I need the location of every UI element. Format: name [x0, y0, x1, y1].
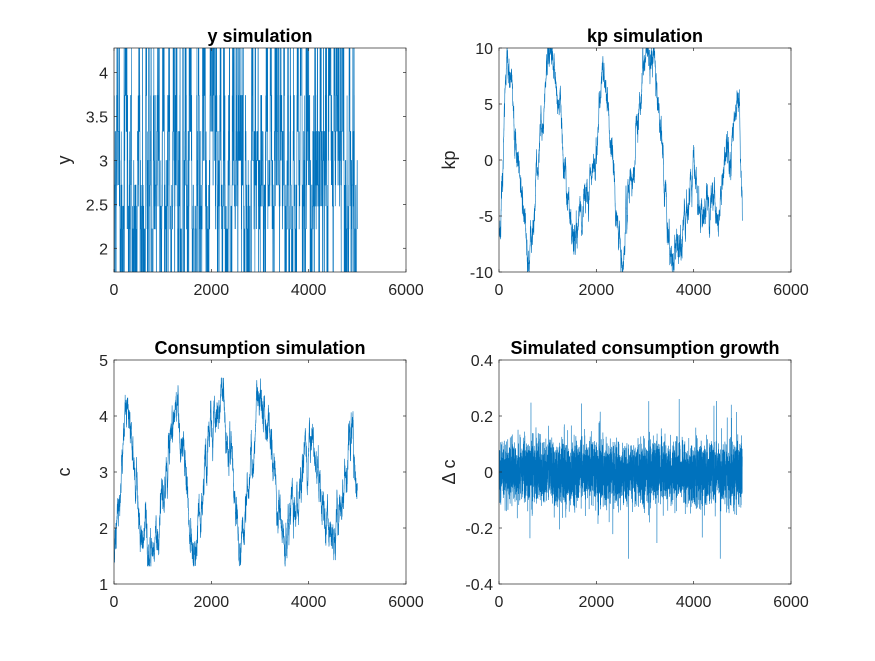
y-tick-label: 5 [484, 97, 493, 114]
axes-frame [113, 47, 407, 273]
y-tick-label: 2.5 [86, 197, 108, 214]
y-tick-label: 0 [484, 465, 493, 482]
x-tick-label: 4000 [676, 282, 712, 299]
y-tick-label: 4 [99, 409, 108, 426]
y-axis-label: c [54, 468, 74, 477]
x-tick-label: 2000 [579, 594, 615, 611]
y-tick-label: 3 [99, 465, 108, 482]
chart-y-simulation: 0 2000 4000 6000 2 2.5 3 3.5 4 y simulation y [54, 26, 424, 299]
y-tick-label: -10 [470, 265, 493, 282]
y-tick-label: 0.2 [471, 409, 493, 426]
y-tick-label: 3.5 [86, 110, 108, 127]
y-axis-label: Δ c [439, 459, 459, 484]
series-line-y-simulation [114, 48, 358, 272]
x-tick-label: 0 [495, 282, 504, 299]
y-tick-label: -5 [479, 209, 493, 226]
x-tick-label: 4000 [291, 594, 327, 611]
y-tick-label: 2 [99, 241, 108, 258]
y-tick-label: 4 [99, 66, 108, 83]
series-line-consumption-growth [499, 398, 743, 559]
plot-area [499, 48, 791, 272]
y-axis-label: y [54, 156, 74, 165]
x-tick-label: 2000 [194, 594, 230, 611]
x-tick-label: 0 [495, 594, 504, 611]
y-tick-label: 1 [99, 577, 108, 594]
chart-title: y simulation [207, 26, 312, 46]
y-tick-label: 3 [99, 153, 108, 170]
y-tick-label: -0.2 [465, 521, 493, 538]
x-tick-label: 0 [110, 282, 119, 299]
chart-consumption-simulation: 0 2000 4000 6000 1 2 3 4 5 Consumption simulation… [54, 338, 424, 611]
x-tick-label: 6000 [388, 594, 424, 611]
chart-title: kp simulation [587, 26, 703, 46]
y-tick-label: 2 [99, 521, 108, 538]
x-tick-label: 6000 [773, 594, 809, 611]
y-tick-label: 10 [475, 41, 493, 58]
y-tick-label: 0.4 [471, 353, 493, 370]
y-tick-label: 0 [484, 153, 493, 170]
y-tick-label: -0.4 [465, 577, 493, 594]
chart-consumption-growth: 0 2000 4000 6000 -0.4 -0.2 0 0.2 0.4 Simulated co… [439, 338, 809, 611]
x-tick-label: 4000 [291, 282, 327, 299]
y-axis-label: kp [439, 150, 459, 169]
chart-kp-simulation: 0 2000 4000 6000 -10 -5 0 5 10 kp simulation kp [439, 26, 809, 299]
series-line-consumption-simulation [114, 377, 358, 567]
series-line-kp-simulation [499, 48, 743, 272]
chart-title: Consumption simulation [155, 338, 366, 358]
x-tick-label: 6000 [388, 282, 424, 299]
chart-title: Simulated consumption growth [511, 338, 780, 358]
x-tick-label: 0 [110, 594, 119, 611]
x-tick-label: 4000 [676, 594, 712, 611]
x-tick-label: 2000 [579, 282, 615, 299]
x-tick-label: 2000 [194, 282, 230, 299]
y-tick-label: 5 [99, 353, 108, 370]
x-tick-label: 6000 [773, 282, 809, 299]
